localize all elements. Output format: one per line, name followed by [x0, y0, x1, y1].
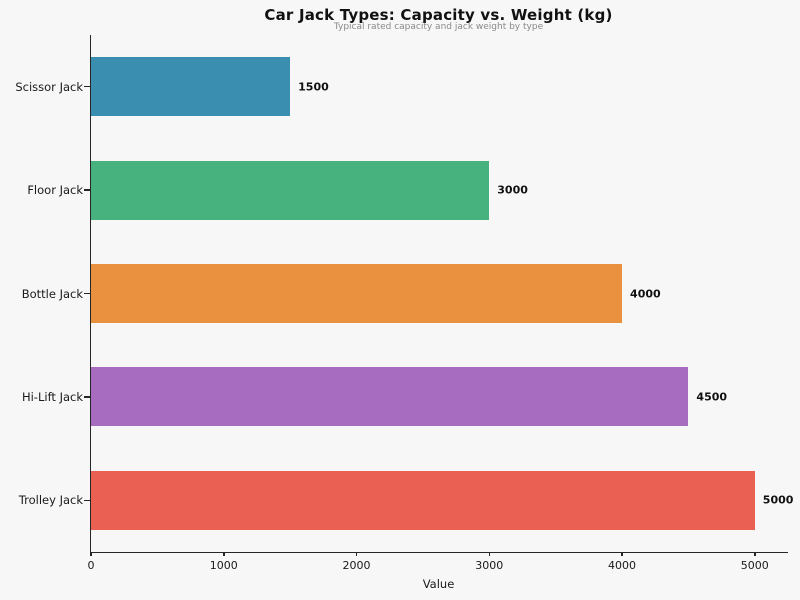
x-tick-label: 1000 — [209, 559, 238, 572]
x-tick-label: 5000 — [740, 559, 769, 572]
x-tick-label: 2000 — [342, 559, 371, 572]
y-tick-mark — [84, 189, 91, 191]
y-category-label: Hi-Lift Jack — [21, 389, 83, 404]
bar — [91, 470, 755, 530]
bar-value-label: 4500 — [696, 390, 728, 404]
bar-value-label: 3000 — [497, 183, 528, 197]
chart-title: Car Jack Types: Capacity vs. Weight (kg) — [264, 6, 613, 24]
bar-value-label: 1500 — [298, 80, 329, 94]
bar — [91, 367, 689, 427]
y-category-label: Scissor Jack — [15, 79, 83, 94]
chart-header: Car Jack Types: Capacity vs. Weight (kg)… — [90, 0, 787, 32]
y-category-label: Trolley Jack — [18, 493, 83, 508]
bar — [91, 57, 291, 117]
bar-value-label: 5000 — [762, 493, 794, 507]
x-tick-label: 0 — [87, 559, 95, 572]
x-tick-mark — [90, 552, 92, 556]
bar — [91, 160, 490, 220]
x-tick-mark — [488, 552, 491, 556]
x-tick-mark — [754, 552, 756, 556]
y-category-label: Bottle Jack — [21, 286, 83, 301]
y-tick-mark — [84, 292, 91, 295]
y-tick-mark — [84, 85, 91, 88]
bar — [91, 264, 623, 323]
chart-subtitle: Typical rated capacity and jack weight b… — [333, 22, 544, 32]
x-tick-mark — [621, 552, 623, 556]
x-tick-label: 4000 — [608, 559, 637, 572]
y-tick-mark — [84, 499, 91, 502]
x-tick-label: 3000 — [475, 559, 504, 572]
x-tick-mark — [223, 552, 225, 556]
y-category-label: Floor Jack — [27, 183, 83, 198]
y-tick-mark — [84, 396, 91, 398]
x-axis-label: Value — [422, 577, 455, 591]
plot-area: 1500 Scissor Jack 3000 Floor Jack 4000 Bottle… — [15, 35, 793, 572]
x-tick-mark — [355, 552, 358, 556]
bar-value-label: 4000 — [630, 287, 661, 300]
